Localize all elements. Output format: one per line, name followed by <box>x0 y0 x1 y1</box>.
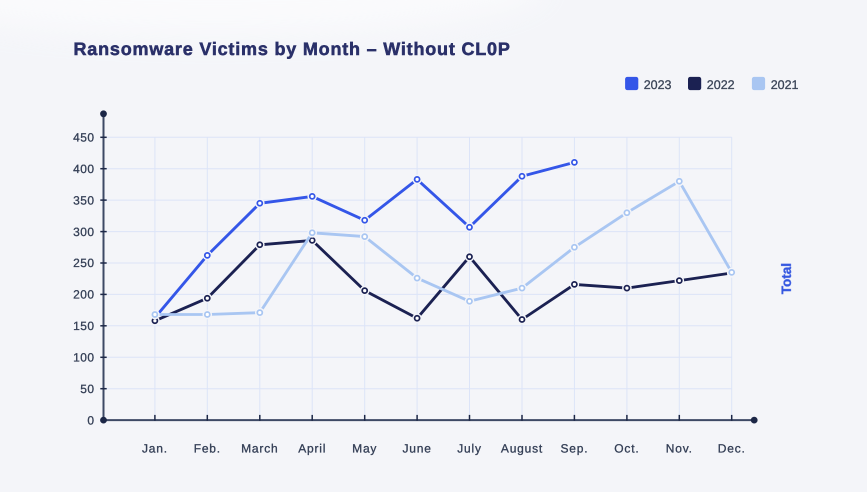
svg-text:2023: 2023 <box>644 78 672 92</box>
svg-text:Feb.: Feb. <box>194 441 221 455</box>
svg-text:Jan.: Jan. <box>142 441 168 455</box>
svg-text:Nov.: Nov. <box>666 441 693 455</box>
svg-text:Dec.: Dec. <box>718 441 746 455</box>
svg-text:300: 300 <box>73 225 95 239</box>
svg-text:Sep.: Sep. <box>560 441 588 455</box>
svg-text:May: May <box>352 441 377 455</box>
svg-text:Oct.: Oct. <box>614 441 639 455</box>
svg-text:August: August <box>501 441 543 455</box>
svg-text:April: April <box>298 441 326 455</box>
svg-text:250: 250 <box>73 256 95 270</box>
svg-text:2022: 2022 <box>707 78 735 92</box>
svg-text:Total: Total <box>779 263 794 294</box>
svg-text:50: 50 <box>80 382 94 396</box>
svg-text:June: June <box>402 441 431 455</box>
svg-text:0: 0 <box>87 413 94 427</box>
svg-text:July: July <box>457 441 482 455</box>
svg-text:2021: 2021 <box>771 78 799 92</box>
svg-text:400: 400 <box>73 162 95 176</box>
svg-text:200: 200 <box>73 288 95 302</box>
svg-text:100: 100 <box>73 351 95 365</box>
svg-text:March: March <box>241 441 278 455</box>
svg-text:Ransomware Victims by Month –: Ransomware Victims by Month – Without CL… <box>74 39 511 59</box>
svg-text:150: 150 <box>73 319 95 333</box>
svg-text:350: 350 <box>73 193 95 207</box>
svg-text:450: 450 <box>73 131 95 145</box>
